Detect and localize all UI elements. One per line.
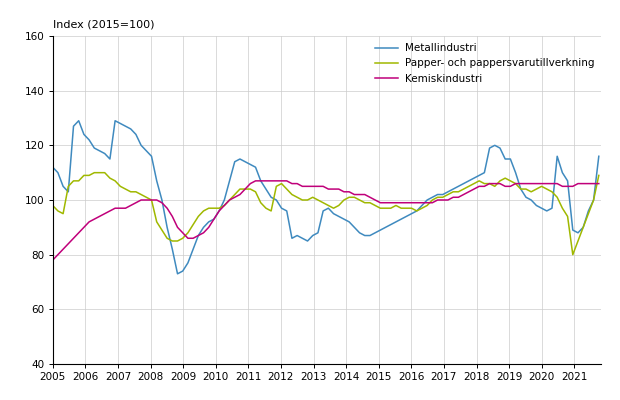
Papper- och pappersvarutillverkning <box>376 206 384 210</box>
Kemiskindustri <box>49 258 56 262</box>
Kemiskindustri <box>595 181 603 186</box>
Metallindustri <box>174 271 181 276</box>
Metallindustri <box>533 203 540 208</box>
Line: Papper- och pappersvarutillverkning: Papper- och pappersvarutillverkning <box>53 173 599 255</box>
Kemiskindustri <box>408 200 415 205</box>
Legend: Metallindustri, Papper- och pappersvarutillverkning, Kemiskindustri: Metallindustri, Papper- och pappersvarut… <box>371 39 598 88</box>
Metallindustri <box>595 154 603 159</box>
Kemiskindustri <box>528 181 535 186</box>
Papper- och pappersvarutillverkning <box>371 203 379 208</box>
Metallindustri <box>64 189 72 194</box>
Papper- och pappersvarutillverkning <box>428 198 436 202</box>
Line: Kemiskindustri: Kemiskindustri <box>53 181 599 260</box>
Metallindustri <box>413 208 420 213</box>
Papper- och pappersvarutillverkning <box>91 170 98 175</box>
Papper- och pappersvarutillverkning <box>528 189 535 194</box>
Papper- och pappersvarutillverkning <box>569 252 577 257</box>
Line: Metallindustri: Metallindustri <box>53 121 599 274</box>
Metallindustri <box>434 192 441 197</box>
Kemiskindustri <box>371 198 379 202</box>
Papper- och pappersvarutillverkning <box>49 203 56 208</box>
Metallindustri <box>382 225 389 230</box>
Metallindustri <box>49 165 56 170</box>
Kemiskindustri <box>64 241 72 246</box>
Kemiskindustri <box>376 200 384 205</box>
Kemiskindustri <box>252 178 259 183</box>
Metallindustri <box>376 228 384 232</box>
Kemiskindustri <box>428 200 436 205</box>
Papper- och pappersvarutillverkning <box>595 173 603 178</box>
Papper- och pappersvarutillverkning <box>408 206 415 210</box>
Text: Index (2015=100): Index (2015=100) <box>53 20 154 30</box>
Metallindustri <box>75 118 82 123</box>
Papper- och pappersvarutillverkning <box>64 184 72 189</box>
